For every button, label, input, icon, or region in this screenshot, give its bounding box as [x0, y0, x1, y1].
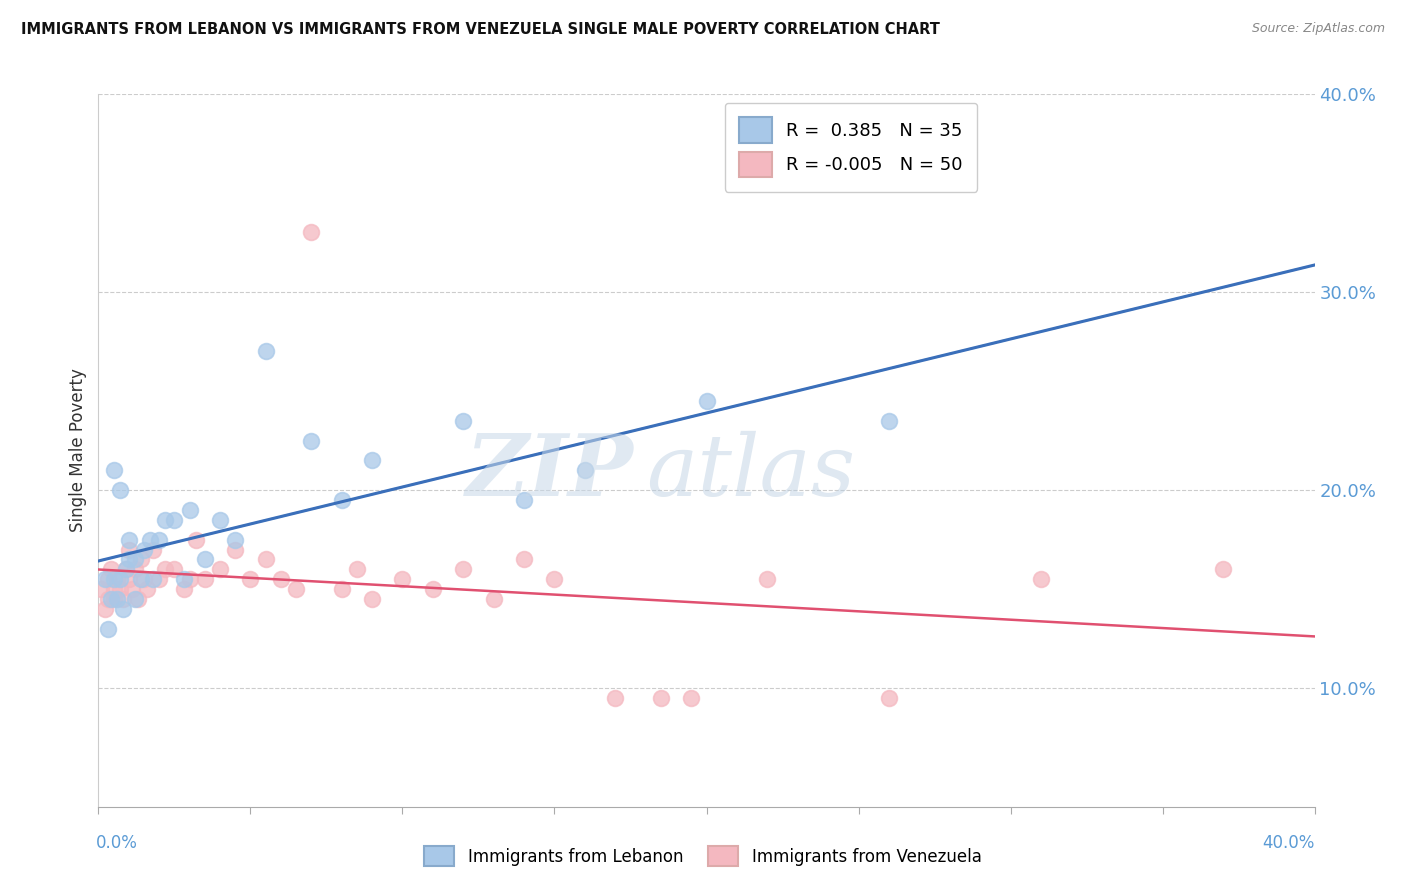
Point	[114, 562, 136, 576]
Point	[111, 592, 134, 607]
Point	[173, 572, 195, 586]
Text: 40.0%: 40.0%	[1263, 834, 1315, 852]
Point	[118, 542, 141, 557]
Point	[93, 572, 115, 586]
Point	[1029, 572, 1052, 586]
Point	[299, 434, 322, 448]
Point	[103, 572, 125, 586]
Text: 0.0%: 0.0%	[96, 834, 138, 852]
Point	[148, 533, 170, 547]
Point	[163, 562, 186, 576]
Point	[100, 562, 122, 576]
Point	[239, 572, 262, 586]
Point	[111, 602, 134, 616]
Point	[136, 582, 159, 597]
Point	[254, 552, 277, 566]
Point	[118, 533, 141, 547]
Point	[108, 572, 131, 586]
Point	[184, 533, 207, 547]
Point	[361, 453, 384, 467]
Point	[194, 552, 217, 566]
Point	[681, 691, 703, 706]
Point	[142, 572, 165, 586]
Point	[103, 592, 125, 607]
Point	[756, 572, 779, 586]
Point	[132, 542, 155, 557]
Point	[543, 572, 565, 586]
Point	[96, 572, 118, 586]
Point	[103, 582, 125, 597]
Point	[129, 552, 152, 566]
Point	[129, 572, 152, 586]
Point	[118, 572, 141, 586]
Point	[139, 533, 162, 547]
Y-axis label: Single Male Poverty: Single Male Poverty	[69, 368, 87, 533]
Point	[105, 592, 128, 607]
Text: IMMIGRANTS FROM LEBANON VS IMMIGRANTS FROM VENEZUELA SINGLE MALE POVERTY CORRELA: IMMIGRANTS FROM LEBANON VS IMMIGRANTS FR…	[21, 22, 941, 37]
Point	[103, 463, 125, 477]
Point	[877, 414, 900, 428]
Point	[605, 691, 627, 706]
Point	[121, 582, 143, 597]
Text: atlas: atlas	[645, 431, 855, 513]
Point	[127, 592, 149, 607]
Point	[574, 463, 596, 477]
Point	[422, 582, 444, 597]
Point	[155, 562, 177, 576]
Point	[1212, 562, 1234, 576]
Point	[224, 542, 246, 557]
Point	[93, 602, 115, 616]
Point	[124, 562, 146, 576]
Point	[346, 562, 368, 576]
Point	[179, 503, 201, 517]
Point	[108, 483, 131, 497]
Point	[650, 691, 672, 706]
Point	[209, 513, 232, 527]
Point	[194, 572, 217, 586]
Legend: R =  0.385   N = 35, R = -0.005   N = 50: R = 0.385 N = 35, R = -0.005 N = 50	[725, 103, 977, 192]
Point	[96, 592, 118, 607]
Point	[513, 552, 536, 566]
Point	[299, 226, 322, 240]
Point	[696, 393, 718, 408]
Point	[108, 582, 131, 597]
Point	[142, 542, 165, 557]
Point	[148, 572, 170, 586]
Point	[482, 592, 505, 607]
Point	[224, 533, 246, 547]
Point	[179, 572, 201, 586]
Point	[453, 562, 475, 576]
Point	[155, 513, 177, 527]
Point	[391, 572, 413, 586]
Point	[285, 582, 308, 597]
Point	[105, 572, 128, 586]
Point	[270, 572, 292, 586]
Point	[90, 582, 112, 597]
Point	[513, 493, 536, 508]
Point	[254, 344, 277, 359]
Legend: Immigrants from Lebanon, Immigrants from Venezuela: Immigrants from Lebanon, Immigrants from…	[418, 839, 988, 873]
Point	[114, 562, 136, 576]
Point	[124, 552, 146, 566]
Point	[877, 691, 900, 706]
Point	[124, 592, 146, 607]
Point	[330, 582, 353, 597]
Point	[100, 592, 122, 607]
Point	[330, 493, 353, 508]
Point	[132, 572, 155, 586]
Point	[361, 592, 384, 607]
Point	[173, 582, 195, 597]
Point	[453, 414, 475, 428]
Point	[163, 513, 186, 527]
Point	[209, 562, 232, 576]
Point	[96, 622, 118, 636]
Point	[118, 552, 141, 566]
Text: Source: ZipAtlas.com: Source: ZipAtlas.com	[1251, 22, 1385, 36]
Text: ZIP: ZIP	[465, 430, 634, 514]
